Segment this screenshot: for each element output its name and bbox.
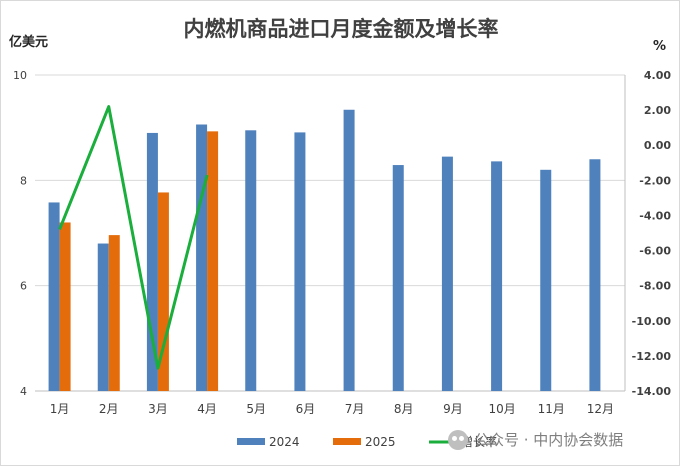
chart-title: 内燃机商品进口月度金额及增长率 <box>183 17 499 41</box>
legend-label: 增长率 <box>461 434 497 449</box>
bar-2024 <box>491 161 503 391</box>
x-tick-label: 5月 <box>246 402 266 416</box>
legend-label: 2025 <box>365 435 396 449</box>
y-axis-label-right: % <box>653 39 667 54</box>
y-tick-label: 6 <box>20 280 27 293</box>
series-line-growth <box>58 105 209 370</box>
bar-2025 <box>108 235 120 391</box>
bar-2024 <box>540 169 552 391</box>
x-tick-label: 7月 <box>345 402 365 416</box>
y2-tick-label: 0.00 <box>644 139 671 152</box>
x-tick-label: 8月 <box>394 402 414 416</box>
x-tick-label: 4月 <box>197 402 217 416</box>
x-tick-label: 6月 <box>296 402 316 416</box>
y-tick-label: 4 <box>20 385 27 398</box>
bar-2024 <box>48 202 60 391</box>
x-tick-label: 12月 <box>587 402 614 416</box>
y2-tick-label: 2.00 <box>644 104 671 117</box>
bar-2024 <box>294 132 306 391</box>
bar-2025 <box>207 131 219 391</box>
bar-2024 <box>245 130 257 392</box>
bar-2024 <box>196 124 208 392</box>
x-tick-label: 3月 <box>148 402 168 416</box>
bar-2024 <box>97 243 109 391</box>
watermark-text: 公众号 · 中内协会数据 <box>474 431 624 449</box>
x-tick-label: 9月 <box>443 402 463 416</box>
y-tick-label: 10 <box>13 69 27 82</box>
y2-tick-label: -4.00 <box>639 209 671 222</box>
wechat-icon <box>448 429 468 450</box>
bar-2024 <box>441 156 453 391</box>
y2-tick-label: 4.00 <box>644 69 671 82</box>
y2-tick-label: -2.00 <box>639 174 671 187</box>
y2-tick-label: -8.00 <box>639 280 671 293</box>
bar-2024 <box>392 165 404 391</box>
bar-2025 <box>157 192 169 391</box>
legend-swatch <box>237 438 265 445</box>
y-axis-label-left: 亿美元 <box>9 35 49 50</box>
y2-tick-label: -12.00 <box>632 350 672 363</box>
watermark: 公众号 · 中内协会数据 <box>448 429 623 450</box>
x-tick-label: 1月 <box>50 402 70 416</box>
legend-swatch <box>333 438 361 445</box>
y2-tick-label: -6.00 <box>639 245 671 258</box>
x-tick-label: 11月 <box>538 402 565 416</box>
x-tick-label: 10月 <box>488 402 515 416</box>
legend-label: 2024 <box>269 435 300 449</box>
y2-tick-label: -14.00 <box>632 385 672 398</box>
y2-tick-label: -10.00 <box>632 315 672 328</box>
bar-2024 <box>146 132 158 391</box>
x-tick-label: 2月 <box>99 402 119 416</box>
bar-2025 <box>59 222 71 391</box>
bar-2024 <box>343 109 355 391</box>
bar-2024 <box>589 159 601 391</box>
y-tick-label: 8 <box>20 174 27 187</box>
